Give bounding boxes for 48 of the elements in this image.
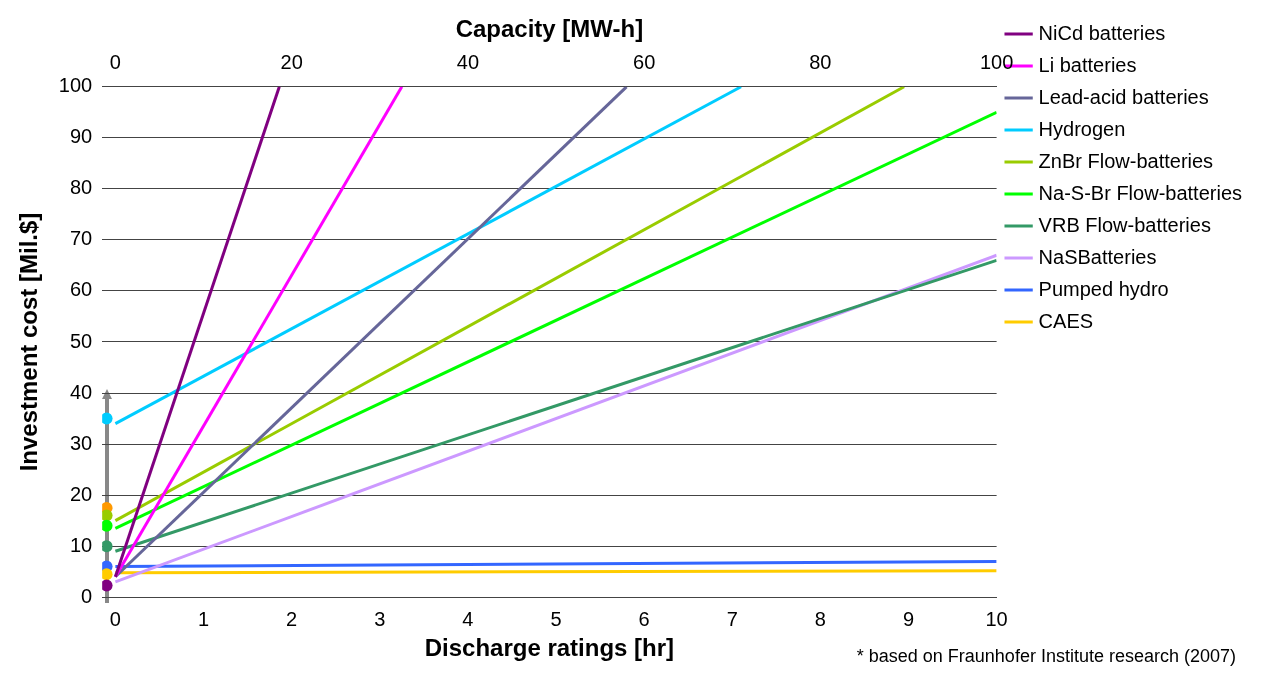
point	[102, 568, 113, 581]
point	[102, 540, 113, 553]
legend-label: NiCd batteries	[1038, 21, 1166, 44]
legend-label: ZnBr Flow-batteries	[1038, 149, 1214, 172]
y-tick-label: 60	[69, 278, 93, 301]
y-tick-label: 20	[69, 482, 93, 505]
x-tick-label: 5	[550, 607, 562, 630]
legend-label: VRB Flow-batteries	[1038, 213, 1211, 236]
x2-axis-title: Capacity [MW-h]	[455, 15, 644, 43]
x-tick-label: 9	[902, 607, 915, 630]
x2-tick-label: 0	[109, 51, 121, 74]
y-tick-label: 70	[69, 227, 93, 250]
legend-label: CAES	[1038, 309, 1094, 332]
point	[102, 519, 113, 532]
x2-tick-label: 20	[280, 51, 303, 74]
x2-tick-label: 60	[633, 51, 656, 74]
x-tick-label: 8	[814, 607, 826, 630]
x-tick-label: 3	[374, 607, 386, 630]
legend-label: Li batteries	[1038, 53, 1137, 76]
point	[102, 509, 113, 522]
legend-label: Na-S-Br Flow-batteries	[1038, 181, 1243, 204]
x-tick-label: 1	[197, 607, 210, 630]
x2-tick-label: 100	[979, 51, 1014, 74]
legend-label: Hydrogen	[1038, 117, 1126, 140]
point	[102, 579, 113, 592]
y-tick-label: 100	[58, 74, 93, 97]
x2-tick-label: 40	[456, 51, 480, 74]
text: * based on Fraunhofer Institute research (2007)	[856, 645, 1236, 666]
legend-label: Lead-acid batteries	[1038, 85, 1209, 108]
y-axis-title: Investment cost [Mil.$]	[15, 212, 43, 472]
y-tick-label: 80	[69, 176, 93, 199]
y-tick-label: 40	[69, 380, 93, 403]
y-tick-label: 10	[69, 533, 93, 556]
legend-label: Pumped hydro	[1038, 277, 1169, 300]
y-tick-label: 30	[69, 431, 93, 454]
x-axis-title: Discharge ratings [hr]	[424, 634, 675, 662]
x-tick-label: 0	[109, 607, 121, 630]
x-tick-label: 4	[462, 607, 474, 630]
x-tick-label: 2	[286, 607, 298, 630]
point	[102, 412, 113, 425]
x-tick-label: 7	[726, 607, 738, 630]
x-tick-label: 6	[638, 607, 650, 630]
y-tick-label: 90	[69, 125, 93, 148]
y-tick-label: 50	[69, 329, 93, 352]
x-tick-label: 10	[985, 607, 1008, 630]
x2-tick-label: 80	[809, 51, 832, 74]
y-tick-label: 0	[81, 584, 93, 607]
legend-label: NaSBatteries	[1038, 245, 1157, 268]
